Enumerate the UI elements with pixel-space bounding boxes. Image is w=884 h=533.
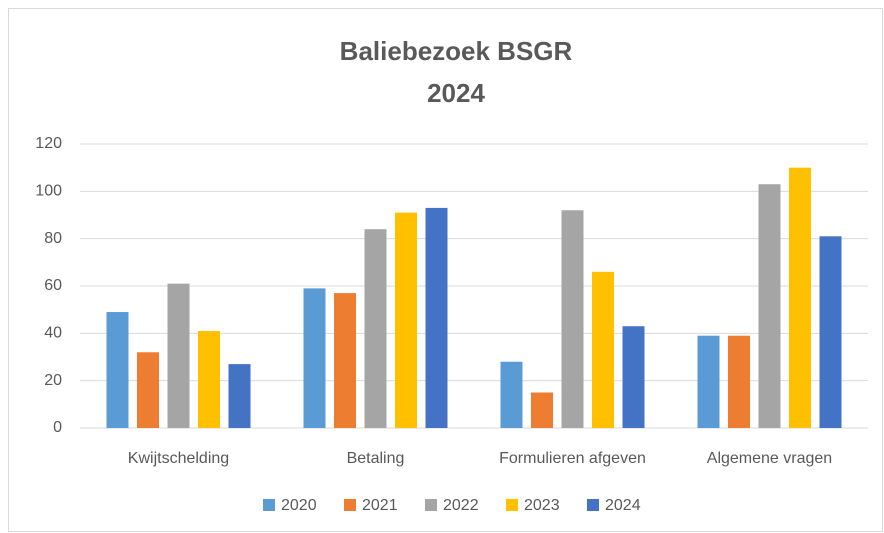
y-tick-label: 120 xyxy=(35,135,62,152)
y-tick-label: 0 xyxy=(53,419,62,436)
y-tick-label: 20 xyxy=(44,372,62,389)
bar xyxy=(334,293,356,428)
legend-swatch xyxy=(587,499,599,511)
bar xyxy=(500,361,523,428)
legend-swatch xyxy=(425,499,437,511)
bar xyxy=(167,283,190,428)
legend-label: 2022 xyxy=(443,497,479,514)
y-tick-label: 80 xyxy=(44,230,62,247)
bar xyxy=(106,312,129,428)
bar xyxy=(395,212,417,428)
bar xyxy=(303,288,326,428)
x-tick-label: Kwijtschelding xyxy=(128,450,229,467)
y-tick-label: 60 xyxy=(44,277,62,294)
bar xyxy=(364,229,387,428)
y-tick-label: 100 xyxy=(35,183,62,200)
bar xyxy=(697,335,720,428)
bar xyxy=(819,236,842,428)
legend-label: 2020 xyxy=(281,497,317,514)
chart-title: 2024 xyxy=(427,78,485,108)
bar xyxy=(198,330,220,428)
bar xyxy=(622,326,645,428)
x-tick-label: Algemene vragen xyxy=(707,450,832,467)
legend-label: 2023 xyxy=(524,497,560,514)
bar xyxy=(758,184,781,428)
bar xyxy=(561,210,584,428)
x-tick-label: Formulieren afgeven xyxy=(499,450,646,467)
legend-swatch xyxy=(263,499,275,511)
bar xyxy=(531,392,553,428)
legend-swatch xyxy=(344,499,356,511)
x-tick-label: Betaling xyxy=(347,450,405,467)
bar xyxy=(228,364,251,428)
chart-title: Baliebezoek BSGR xyxy=(340,36,573,66)
bar xyxy=(137,352,159,428)
bar xyxy=(592,271,614,428)
legend-label: 2021 xyxy=(362,497,398,514)
legend-label: 2024 xyxy=(605,497,641,514)
legend-swatch xyxy=(506,499,518,511)
bar xyxy=(425,207,448,428)
bar xyxy=(728,335,750,428)
y-tick-label: 40 xyxy=(44,325,62,342)
bar xyxy=(789,167,811,428)
